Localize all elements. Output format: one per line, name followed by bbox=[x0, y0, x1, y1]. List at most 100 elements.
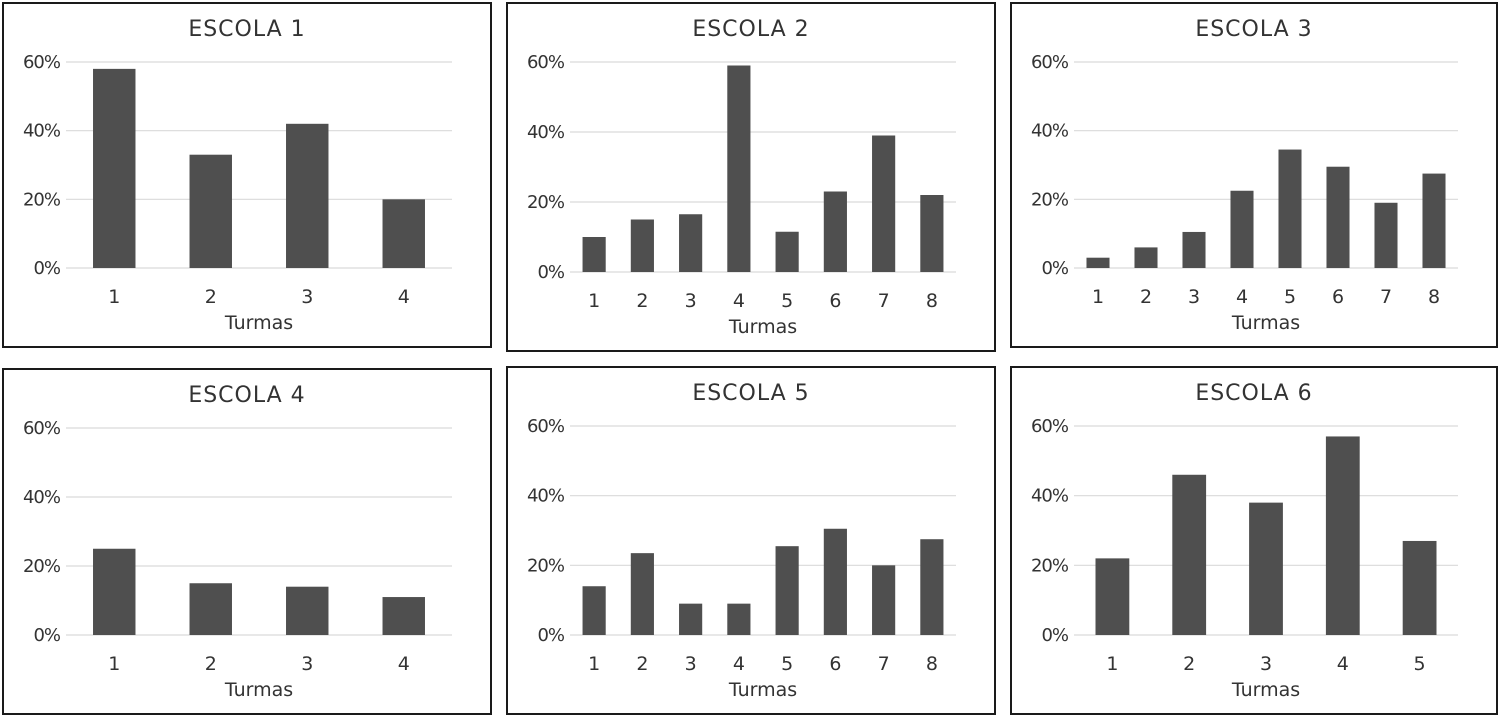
x-tick-label: 4 bbox=[1236, 286, 1248, 308]
chart-title: ESCOLA 5 bbox=[692, 381, 809, 406]
chart-escola-1: ESCOLA 1 0% 20% 40% 60% 1 2 3 4 Turmas bbox=[23, 17, 452, 334]
y-tick-label: 60% bbox=[23, 418, 61, 439]
y-tick-label: 0% bbox=[537, 262, 564, 283]
bar-turma-1 bbox=[1086, 257, 1110, 268]
bar-turma-7 bbox=[872, 565, 896, 635]
bar-turma-8 bbox=[920, 195, 944, 272]
x-tick-label: 3 bbox=[1260, 653, 1272, 675]
x-tick-label: 5 bbox=[1414, 653, 1426, 675]
chart-title: ESCOLA 4 bbox=[188, 383, 305, 408]
y-tick-label: 20% bbox=[527, 555, 565, 576]
x-tick-label: 6 bbox=[1332, 286, 1344, 308]
y-tick-label: 40% bbox=[1031, 486, 1069, 507]
bar-turma-4 bbox=[382, 597, 425, 635]
bar-turma-1 bbox=[93, 548, 136, 635]
y-tick-label: 40% bbox=[1031, 121, 1069, 142]
y-tick-label: 40% bbox=[527, 486, 565, 507]
bar-turma-4 bbox=[727, 603, 751, 635]
bar-turma-6 bbox=[823, 528, 847, 635]
bar-turma-5 bbox=[1278, 149, 1302, 268]
x-tick-label: 2 bbox=[636, 653, 648, 675]
x-tick-label: 5 bbox=[781, 653, 793, 675]
x-axis-label: Turmas bbox=[224, 312, 293, 334]
y-tick-label: 0% bbox=[537, 625, 564, 646]
x-tick-label: 1 bbox=[588, 653, 600, 675]
y-tick-label: 20% bbox=[527, 192, 565, 213]
bar-turma-7 bbox=[872, 135, 896, 272]
chart-panel-escola-3: ESCOLA 3 0% 20% 40% 60% 1 2 3 4 5 6 7 8 Turmas bbox=[1010, 2, 1498, 348]
chart-escola-5: ESCOLA 5 0% 20% 40% 60% 1 2 3 4 5 6 7 8 Turmas bbox=[527, 381, 956, 701]
chart-escola-3: ESCOLA 3 0% 20% 40% 60% 1 2 3 4 5 6 7 8 Turmas bbox=[1031, 17, 1458, 334]
bar-turma-6 bbox=[823, 191, 847, 272]
bar-turma-2 bbox=[1172, 474, 1207, 635]
bar-turma-1 bbox=[93, 68, 136, 268]
bar-turma-2 bbox=[189, 154, 232, 268]
x-axis-label: Turmas bbox=[728, 316, 797, 338]
x-tick-label: 2 bbox=[205, 286, 217, 308]
x-tick-label: 1 bbox=[588, 290, 600, 312]
x-tick-label: 4 bbox=[1337, 653, 1349, 675]
chart-panel-escola-2: ESCOLA 2 0% 20% 40% 60% 1 2 3 4 5 6 7 8 Turmas bbox=[506, 2, 996, 352]
chart-escola-6: ESCOLA 6 0% 20% 40% 60% 1 2 3 4 5 Turmas bbox=[1031, 381, 1458, 701]
x-tick-label: 3 bbox=[301, 653, 313, 675]
y-tick-label: 40% bbox=[23, 121, 61, 142]
x-tick-label: 8 bbox=[926, 653, 938, 675]
bar-turma-1 bbox=[582, 237, 606, 272]
x-tick-label: 2 bbox=[205, 653, 217, 675]
chart-title: ESCOLA 2 bbox=[692, 17, 809, 42]
x-tick-label: 4 bbox=[398, 286, 410, 308]
bar-turma-3 bbox=[286, 123, 329, 268]
bar-turma-2 bbox=[189, 583, 232, 635]
x-tick-label: 1 bbox=[1106, 653, 1118, 675]
y-tick-label: 40% bbox=[527, 122, 565, 143]
x-tick-label: 3 bbox=[685, 653, 697, 675]
x-tick-label: 3 bbox=[301, 286, 313, 308]
y-tick-label: 20% bbox=[23, 556, 61, 577]
bar-turma-1 bbox=[1095, 558, 1130, 635]
y-tick-label: 0% bbox=[1041, 258, 1068, 279]
x-tick-label: 3 bbox=[1188, 286, 1200, 308]
x-tick-label: 2 bbox=[1140, 286, 1152, 308]
bar-turma-3 bbox=[679, 603, 703, 635]
bar-turma-5 bbox=[775, 546, 799, 635]
chart-escola-4: ESCOLA 4 0% 20% 40% 60% 1 2 3 4 Turmas bbox=[23, 383, 452, 701]
bar-turma-6 bbox=[1326, 166, 1350, 268]
bar-turma-8 bbox=[1422, 173, 1446, 268]
y-tick-label: 20% bbox=[1031, 555, 1069, 576]
y-tick-label: 60% bbox=[527, 52, 565, 73]
x-tick-label: 1 bbox=[108, 653, 120, 675]
x-tick-label: 5 bbox=[1284, 286, 1296, 308]
x-tick-label: 4 bbox=[733, 653, 745, 675]
chart-panel-escola-6: ESCOLA 6 0% 20% 40% 60% 1 2 3 4 5 Turmas bbox=[1010, 366, 1498, 715]
x-tick-label: 7 bbox=[878, 653, 890, 675]
bar-turma-2 bbox=[630, 219, 654, 272]
bar-turma-5 bbox=[1402, 540, 1437, 635]
y-tick-label: 0% bbox=[33, 625, 60, 646]
x-tick-label: 3 bbox=[685, 290, 697, 312]
chart-panel-escola-5: ESCOLA 5 0% 20% 40% 60% 1 2 3 4 5 6 7 8 Turmas bbox=[506, 366, 996, 715]
x-tick-label: 2 bbox=[1183, 653, 1195, 675]
bar-turma-4 bbox=[727, 65, 751, 272]
x-tick-label: 7 bbox=[1380, 286, 1392, 308]
y-tick-label: 60% bbox=[23, 52, 61, 73]
bar-turma-2 bbox=[1134, 247, 1158, 268]
bar-turma-3 bbox=[286, 586, 329, 635]
y-tick-label: 20% bbox=[1031, 189, 1069, 210]
bar-turma-1 bbox=[582, 586, 606, 635]
x-tick-label: 5 bbox=[781, 290, 793, 312]
chart-title: ESCOLA 3 bbox=[1195, 17, 1312, 42]
y-tick-label: 60% bbox=[527, 416, 565, 437]
y-tick-label: 60% bbox=[1031, 52, 1069, 73]
chart-title: ESCOLA 6 bbox=[1195, 381, 1312, 406]
bar-turma-8 bbox=[920, 539, 944, 635]
y-tick-label: 40% bbox=[23, 487, 61, 508]
x-tick-label: 6 bbox=[829, 653, 841, 675]
chart-panel-escola-4: ESCOLA 4 0% 20% 40% 60% 1 2 3 4 Turmas bbox=[2, 368, 492, 715]
x-axis-label: Turmas bbox=[1231, 679, 1300, 701]
bar-turma-4 bbox=[382, 199, 425, 268]
bar-turma-5 bbox=[775, 231, 799, 272]
y-tick-label: 0% bbox=[33, 258, 60, 279]
y-tick-label: 60% bbox=[1031, 416, 1069, 437]
x-tick-label: 7 bbox=[878, 290, 890, 312]
x-axis-label: Turmas bbox=[728, 679, 797, 701]
